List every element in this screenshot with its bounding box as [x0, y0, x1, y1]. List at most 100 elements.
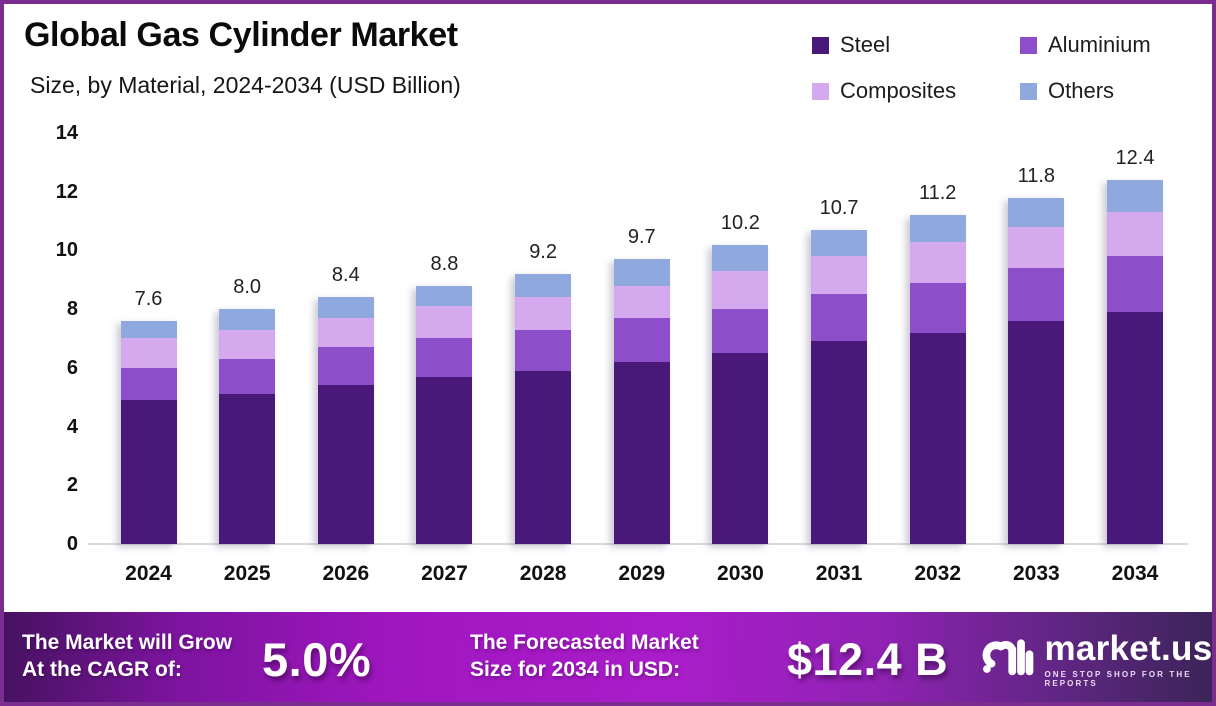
page-title: Global Gas Cylinder Market [24, 16, 458, 54]
bar-total-label: 10.7 [819, 196, 859, 219]
x-axis-label-2024: 2024 [125, 562, 172, 585]
bar-segment-steel-2032 [909, 332, 966, 544]
y-axis-tick-label: 6 [66, 356, 78, 379]
bar-total-label: 9.7 [627, 226, 656, 249]
x-axis-label-2029: 2029 [618, 562, 666, 585]
bar-segment-steel-2031 [811, 341, 868, 544]
x-axis-label-2032: 2032 [914, 562, 962, 585]
legend-label: Composites [840, 78, 957, 103]
stacked-bar-2030 [712, 244, 769, 544]
stacked-bar-2031 [811, 229, 868, 544]
y-axis-tick-label: 4 [66, 415, 78, 438]
bar-segment-others-2032 [909, 215, 966, 242]
y-axis-tick-label: 0 [66, 533, 78, 555]
y-axis-tick-label: 8 [66, 298, 78, 321]
x-axis-label-2033: 2033 [1012, 562, 1060, 585]
bar-segment-others-2034 [1107, 179, 1163, 213]
bar-segment-others-2025 [219, 309, 276, 330]
x-axis-label-2030: 2030 [717, 562, 764, 585]
stacked-bar-2026 [317, 297, 374, 544]
bar-segment-steel-2029 [613, 361, 670, 544]
bar-segment-aluminium-2032 [909, 282, 966, 333]
legend-item-steel: Steel [812, 32, 1020, 58]
forecast-label-line1: The Forecasted Market [470, 631, 699, 654]
bar-segment-composites-2031 [811, 256, 868, 295]
stacked-bar-2033 [1008, 197, 1065, 544]
bar-segment-aluminium-2029 [613, 317, 670, 362]
cagr-label-line2: At the CAGR of: [22, 658, 182, 681]
x-axis-label-2028: 2028 [519, 562, 567, 585]
bar-segment-others-2030 [712, 244, 769, 271]
bar-segment-others-2033 [1008, 197, 1065, 227]
bar-segment-others-2024 [120, 320, 177, 339]
market-us-logo-icon [982, 639, 1034, 676]
bar-segment-composites-2030 [712, 270, 769, 310]
bar-segment-others-2031 [811, 229, 868, 257]
forecast-label-line2: Size for 2034 in USD: [470, 658, 681, 681]
stacked-bar-2034 [1107, 179, 1163, 544]
bar-total-label: 10.2 [720, 211, 760, 234]
bar-segment-others-2029 [613, 259, 670, 286]
legend-item-composites: Composites [812, 78, 1020, 104]
stacked-bar-2032 [909, 215, 966, 544]
bar-total-label: 8.0 [233, 276, 262, 299]
aluminium-swatch-icon [1020, 36, 1037, 54]
bar-total-label: 8.8 [430, 252, 459, 275]
bar-segment-others-2026 [317, 297, 374, 318]
bar-segment-composites-2032 [909, 241, 966, 283]
bar-segment-aluminium-2030 [712, 309, 769, 354]
bar-total-label: 9.2 [529, 240, 557, 263]
bar-segment-steel-2028 [515, 370, 572, 544]
bar-segment-steel-2034 [1107, 312, 1163, 544]
footer-banner: The Market will Grow At the CAGR of: 5.0… [0, 612, 1216, 706]
bar-segment-composites-2025 [219, 329, 276, 360]
bar-total-label: 7.6 [134, 287, 163, 310]
bar-segment-steel-2033 [1008, 320, 1065, 544]
cagr-label-line1: The Market will Grow [22, 631, 233, 654]
bar-segment-others-2027 [416, 285, 473, 307]
x-axis-label-2025: 2025 [223, 562, 271, 585]
brand-text: market.us ONE STOP SHOP FOR THE REPORTS [1044, 629, 1216, 689]
bar-segment-steel-2030 [712, 353, 769, 544]
y-axis-tick-label: 12 [55, 180, 78, 203]
legend-label: Steel [840, 32, 891, 57]
bar-segment-composites-2028 [515, 297, 572, 330]
bar-segment-composites-2024 [120, 338, 177, 368]
bar-segment-aluminium-2026 [317, 347, 374, 386]
bar-segment-aluminium-2031 [811, 294, 868, 342]
bar-segment-composites-2027 [416, 306, 473, 339]
bar-segment-aluminium-2025 [219, 359, 276, 395]
x-axis-label-2026: 2026 [322, 562, 370, 585]
bar-segment-composites-2033 [1008, 226, 1065, 269]
forecast-label: The Forecasted Market Size for 2034 in U… [470, 629, 699, 683]
bar-segment-composites-2026 [317, 317, 374, 348]
stacked-bar-2027 [416, 285, 473, 544]
y-axis-tick-label: 10 [55, 239, 78, 262]
bar-total-label: 8.4 [331, 264, 360, 287]
forecast-value: $12.4 B [787, 634, 949, 685]
x-axis-label-2034: 2034 [1111, 562, 1159, 585]
bar-segment-aluminium-2033 [1008, 268, 1065, 321]
bar-segment-steel-2026 [317, 385, 374, 544]
bar-segment-steel-2024 [120, 400, 177, 544]
chart-legend: Steel Aluminium Composites Others [812, 32, 1151, 104]
page-subtitle: Size, by Material, 2024-2034 (USD Billio… [30, 72, 461, 98]
legend-item-others: Others [1020, 78, 1151, 104]
bar-segment-aluminium-2024 [120, 367, 177, 401]
steel-swatch-icon [812, 36, 829, 54]
cagr-value: 5.0% [262, 633, 372, 686]
legend-label: Others [1048, 78, 1115, 103]
brand-name: market.us [1044, 629, 1213, 668]
stacked-bar-2028 [515, 273, 572, 544]
bar-segment-composites-2029 [613, 285, 670, 318]
x-axis-line [88, 543, 1188, 545]
legend-item-aluminium: Aluminium [1020, 32, 1151, 58]
bar-segment-others-2028 [515, 273, 572, 298]
x-axis-label-2031: 2031 [815, 562, 863, 585]
x-axis-label-2027: 2027 [421, 562, 468, 585]
composites-swatch-icon [812, 82, 829, 100]
bar-segment-aluminium-2027 [416, 338, 473, 377]
bar-total-label: 11.2 [918, 182, 957, 205]
y-axis-tick-label: 2 [66, 474, 78, 497]
legend-label: Aluminium [1048, 32, 1151, 57]
